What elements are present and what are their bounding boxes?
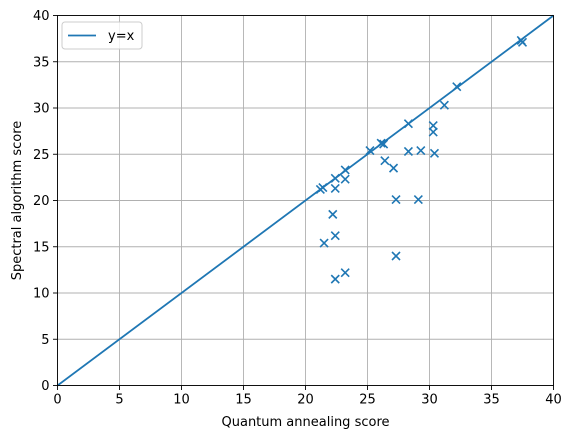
x-axis-ticks: 0 5 10 15 20 25 30 35 40 <box>53 385 562 408</box>
x-tick-label: 30 <box>421 393 438 408</box>
legend-box <box>61 21 143 50</box>
x-tick-label: 5 <box>115 393 123 408</box>
x-tick-label: 0 <box>53 393 61 408</box>
y-tick-label: 20 <box>33 194 50 209</box>
scatter-point <box>379 139 389 149</box>
scatter-point <box>429 148 440 158</box>
scatter-point <box>330 231 340 241</box>
scatter-point <box>330 183 340 194</box>
reference-line-group <box>56 14 555 387</box>
scatter-point <box>365 145 375 156</box>
y-tick-label: 25 <box>33 148 50 163</box>
scatter-point <box>330 173 340 183</box>
scatter-point <box>439 100 449 110</box>
x-tick-label: 35 <box>483 393 500 408</box>
scatter-point <box>376 138 386 148</box>
reference-line-y-equals-x <box>56 14 555 387</box>
data-markers <box>315 35 528 284</box>
scatter-point <box>330 274 340 284</box>
scatter-point <box>391 195 401 205</box>
scatter-point <box>428 127 438 137</box>
scatter-point <box>416 145 426 156</box>
legend: y=x <box>61 21 143 50</box>
x-tick-label: 10 <box>173 393 190 408</box>
x-axis-label: Quantum annealing score <box>222 415 390 430</box>
scatter-point <box>340 268 350 278</box>
scatter-point <box>452 82 462 92</box>
scatter-point <box>391 251 401 261</box>
scatter-point <box>340 174 350 184</box>
scatter-point <box>318 182 328 193</box>
scatter-point <box>388 163 399 173</box>
scatter-point <box>328 209 338 219</box>
scatter-point <box>428 121 438 131</box>
x-tick-label: 25 <box>359 393 376 408</box>
y-tick-label: 10 <box>33 287 50 302</box>
x-tick-label: 40 <box>545 393 562 408</box>
scatter-point <box>403 119 413 129</box>
y-tick-label: 30 <box>33 102 50 117</box>
y-tick-label: 40 <box>33 9 50 24</box>
legend-entry-y-equals-x: y=x <box>108 29 135 44</box>
scatter-point <box>319 238 329 248</box>
x-tick-label: 15 <box>235 393 252 408</box>
x-tick-label: 20 <box>297 393 314 408</box>
y-tick-label: 0 <box>41 379 49 394</box>
y-tick-label: 5 <box>41 333 49 348</box>
scatter-point <box>517 37 528 47</box>
y-tick-label: 15 <box>33 240 50 255</box>
scatter-point <box>413 195 423 205</box>
scatter-point <box>403 146 413 157</box>
y-axis-ticks: 0 5 10 15 20 25 30 35 40 <box>33 9 58 394</box>
scatter-point <box>380 156 390 166</box>
y-axis-label: Spectral algorithm score <box>10 121 25 281</box>
scatter-point <box>340 165 350 175</box>
y-tick-label: 35 <box>33 55 50 70</box>
